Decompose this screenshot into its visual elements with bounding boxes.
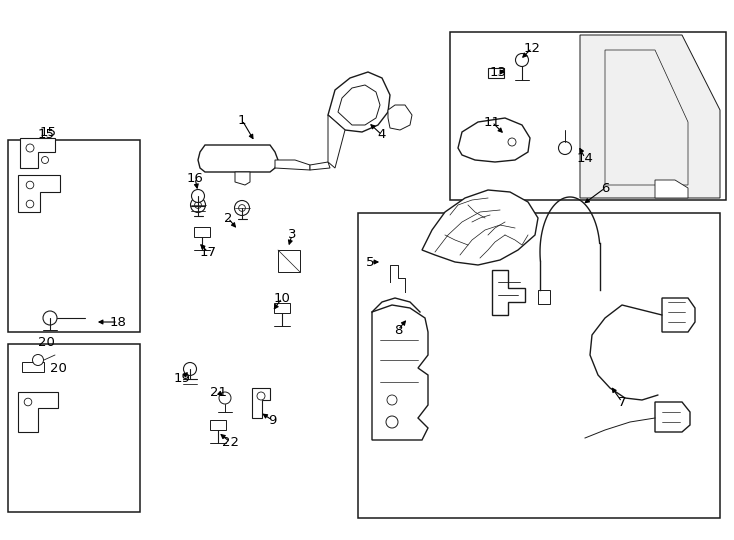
Circle shape xyxy=(32,354,43,366)
Circle shape xyxy=(508,138,516,146)
Text: 22: 22 xyxy=(222,435,239,449)
Bar xyxy=(274,303,290,313)
Polygon shape xyxy=(18,175,60,212)
Text: 7: 7 xyxy=(618,395,626,408)
Text: 16: 16 xyxy=(186,172,203,185)
Polygon shape xyxy=(278,250,300,272)
Polygon shape xyxy=(235,172,250,185)
Circle shape xyxy=(234,200,250,215)
Circle shape xyxy=(26,200,34,208)
Bar xyxy=(194,227,210,237)
Text: 20: 20 xyxy=(38,335,55,348)
Polygon shape xyxy=(372,305,428,440)
Text: 5: 5 xyxy=(366,255,374,268)
Circle shape xyxy=(515,53,528,66)
Polygon shape xyxy=(458,118,530,162)
Text: 17: 17 xyxy=(200,246,217,259)
Bar xyxy=(22,362,44,372)
Bar xyxy=(230,152,250,168)
Bar xyxy=(8,344,140,512)
Text: 3: 3 xyxy=(288,228,297,241)
Circle shape xyxy=(26,181,34,189)
Polygon shape xyxy=(18,392,58,432)
Polygon shape xyxy=(492,270,525,315)
Circle shape xyxy=(559,141,572,154)
Circle shape xyxy=(387,395,397,405)
Text: 2: 2 xyxy=(224,212,232,225)
Text: 1: 1 xyxy=(238,113,246,126)
Polygon shape xyxy=(310,162,330,170)
Circle shape xyxy=(42,157,48,164)
Circle shape xyxy=(257,392,265,400)
Circle shape xyxy=(43,311,57,325)
Polygon shape xyxy=(655,402,690,432)
Polygon shape xyxy=(338,85,380,125)
Text: 20: 20 xyxy=(50,361,67,375)
Bar xyxy=(210,420,226,430)
Polygon shape xyxy=(328,115,345,168)
Bar xyxy=(478,135,496,150)
Circle shape xyxy=(239,205,245,211)
Text: 9: 9 xyxy=(268,414,276,427)
Polygon shape xyxy=(422,190,538,265)
Text: 12: 12 xyxy=(523,42,540,55)
Polygon shape xyxy=(580,35,720,198)
Text: 13: 13 xyxy=(490,65,506,78)
Text: 21: 21 xyxy=(209,386,227,399)
Circle shape xyxy=(219,392,231,404)
Circle shape xyxy=(26,144,34,152)
Polygon shape xyxy=(252,388,270,418)
Text: 4: 4 xyxy=(378,129,386,141)
Text: 14: 14 xyxy=(577,152,593,165)
Polygon shape xyxy=(655,180,688,198)
Text: 15: 15 xyxy=(38,127,55,140)
Text: 15: 15 xyxy=(40,125,57,138)
Polygon shape xyxy=(275,160,310,170)
Text: 11: 11 xyxy=(484,116,501,129)
Bar xyxy=(450,32,726,200)
Circle shape xyxy=(191,198,206,213)
Polygon shape xyxy=(20,138,55,168)
Text: 18: 18 xyxy=(109,315,126,328)
Text: 19: 19 xyxy=(173,372,190,384)
Bar xyxy=(538,290,550,304)
Polygon shape xyxy=(198,145,278,172)
Text: 8: 8 xyxy=(394,323,402,336)
Circle shape xyxy=(192,190,205,202)
Circle shape xyxy=(386,416,398,428)
Polygon shape xyxy=(662,298,695,332)
Polygon shape xyxy=(388,105,412,130)
Bar xyxy=(488,68,504,78)
Text: 10: 10 xyxy=(274,292,291,305)
Circle shape xyxy=(24,398,32,406)
Bar xyxy=(8,140,140,332)
Bar xyxy=(358,213,720,518)
Circle shape xyxy=(195,201,201,208)
Text: 6: 6 xyxy=(601,181,609,194)
Polygon shape xyxy=(328,72,390,132)
Circle shape xyxy=(184,362,197,375)
